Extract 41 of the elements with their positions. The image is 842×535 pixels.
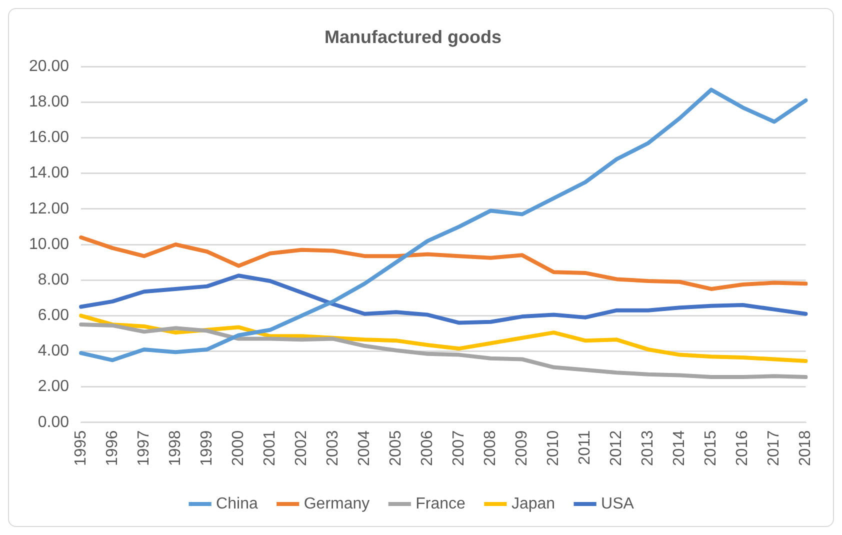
x-tick-label: 2009 — [514, 430, 531, 466]
x-tick-label: 2005 — [388, 430, 405, 466]
y-tick-label: 10.00 — [28, 236, 70, 253]
x-tick-label: 2010 — [545, 430, 562, 466]
y-tick-label: 18.00 — [28, 94, 70, 111]
x-tick-label: 2012 — [608, 430, 626, 466]
x-tick-label: 1996 — [104, 430, 121, 466]
x-tick-label: 1995 — [72, 430, 90, 466]
x-tick-label: 2017 — [766, 430, 783, 466]
x-tick-label: 2008 — [482, 430, 500, 466]
y-tick-label: 12.00 — [28, 200, 70, 218]
x-tick-label: 1998 — [166, 430, 184, 466]
y-tick-label: 4.00 — [38, 342, 70, 360]
legend-label: Germany — [304, 495, 370, 512]
x-tick-label: 2007 — [450, 430, 468, 466]
y-tick-label: 0.00 — [38, 414, 70, 431]
y-tick-label: 6.00 — [38, 307, 70, 324]
x-tick-label: 2006 — [419, 430, 436, 466]
x-tick-label: 2016 — [734, 430, 752, 466]
y-tick-label: 20.00 — [28, 58, 70, 76]
x-tick-label: 2015 — [702, 430, 720, 466]
x-tick-label: 2001 — [262, 430, 279, 466]
x-tick-label: 2003 — [324, 430, 342, 466]
x-tick-label: 2004 — [356, 430, 374, 466]
x-tick-label: 2002 — [293, 430, 310, 466]
x-tick-label: 2013 — [640, 430, 657, 466]
y-tick-label: 16.00 — [28, 129, 70, 146]
legend-label: China — [216, 495, 258, 512]
x-tick-label: 1999 — [198, 430, 216, 466]
x-tick-label: 1997 — [135, 430, 152, 466]
chart-title: Manufactured goods — [324, 26, 502, 47]
legend-label: Japan — [511, 495, 556, 512]
x-tick-label: 2018 — [797, 430, 814, 466]
x-tick-label: 2000 — [230, 430, 247, 466]
x-tick-label: 2014 — [671, 430, 688, 466]
x-tick-label: 2011 — [576, 430, 594, 465]
legend-label: USA — [601, 495, 634, 512]
legend-label: France — [416, 495, 466, 512]
y-tick-label: 8.00 — [38, 271, 70, 288]
y-tick-label: 2.00 — [38, 378, 70, 396]
y-tick-label: 14.00 — [28, 164, 70, 182]
